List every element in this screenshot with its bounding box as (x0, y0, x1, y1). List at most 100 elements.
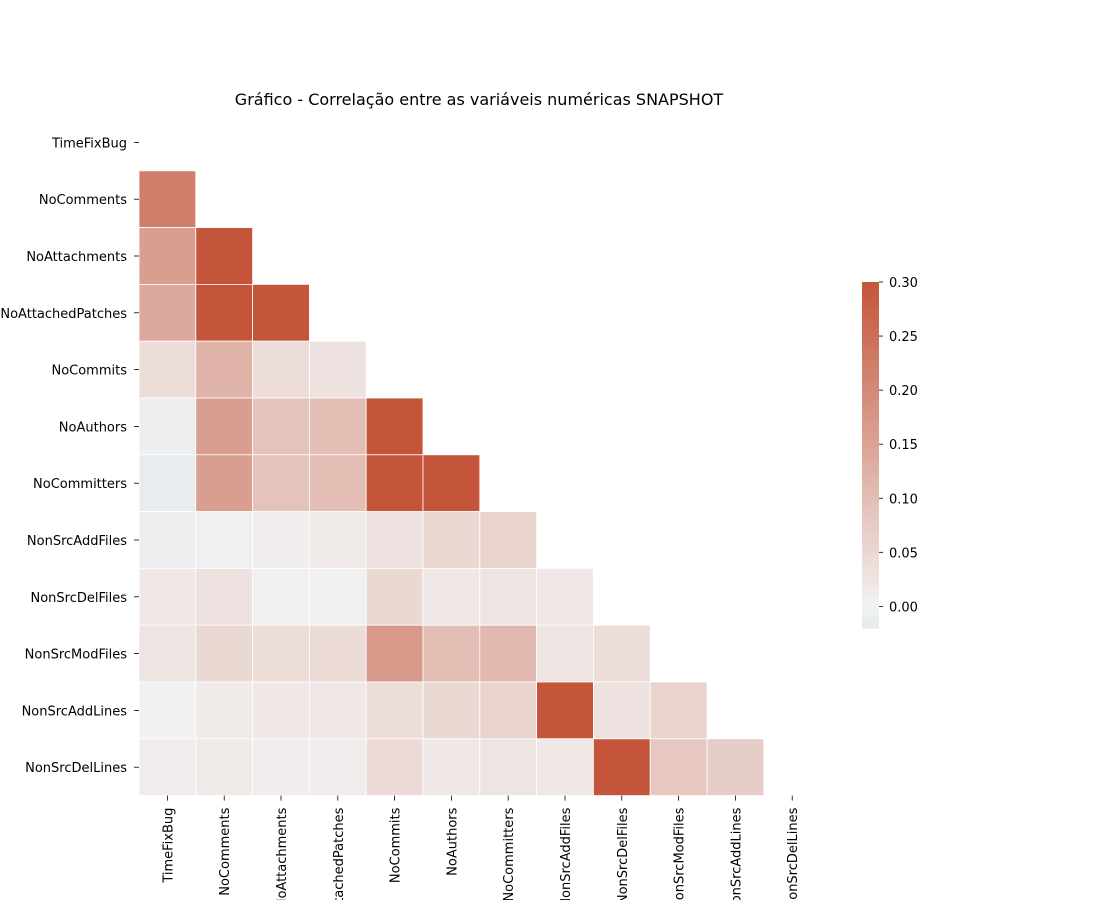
colorbar-segment (862, 385, 879, 390)
heatmap-cell (479, 568, 537, 626)
colorbar-segment (862, 613, 879, 618)
colorbar-segment (862, 336, 879, 341)
x-tick-label: NoCommitters (502, 807, 517, 900)
colorbar-segment (862, 443, 879, 447)
x-tick-label: NoAttachedPatches (332, 807, 347, 900)
colorbar-segment (862, 550, 879, 554)
colorbar-segment (862, 521, 879, 525)
colorbar-segment (862, 602, 879, 606)
colorbar-tick-label: 0.20 (889, 384, 918, 399)
heatmap-cell (138, 624, 197, 683)
colorbar-segment (862, 501, 879, 505)
colorbar-segment (862, 610, 879, 615)
colorbar-segment (862, 411, 879, 416)
heatmap-cell (422, 568, 481, 626)
heatmap-cell (593, 681, 651, 740)
colorbar-segment (862, 506, 879, 511)
colorbar-segment (862, 561, 879, 566)
heatmap-cell (365, 568, 424, 626)
colorbar-segment (862, 380, 879, 384)
colorbar-segment (862, 440, 879, 445)
heatmap-cell (252, 738, 310, 796)
colorbar-segment (862, 570, 879, 574)
heatmap-cell (365, 624, 424, 683)
heatmap-cell (195, 397, 254, 456)
heatmap-cell (138, 681, 197, 740)
colorbar-segment (862, 573, 879, 577)
heatmap-cell (536, 568, 594, 626)
colorbar-segment (862, 307, 879, 312)
colorbar-segment (862, 489, 879, 494)
heatmap-cell (308, 511, 367, 569)
colorbar-segment (862, 555, 879, 560)
colorbar-segment (862, 328, 879, 332)
colorbar-tick-label: 0.25 (889, 330, 918, 345)
colorbar-tick-label: 0.00 (889, 600, 918, 615)
heatmap-cell (138, 283, 197, 342)
heatmap-cell (706, 738, 765, 796)
colorbar-segment (862, 359, 879, 364)
colorbar-segment (862, 400, 879, 404)
chart-title: Gráfico - Correlação entre as variáveis … (235, 90, 724, 109)
colorbar-segment (862, 319, 879, 323)
colorbar-segment (862, 599, 879, 603)
colorbar-segment (862, 342, 879, 347)
heatmap-cell (479, 511, 537, 569)
colorbar-segment (862, 423, 879, 427)
colorbar-segment (862, 388, 879, 393)
colorbar-segment (862, 553, 879, 557)
colorbar-segment (862, 339, 879, 344)
heatmap-cell (252, 511, 310, 569)
colorbar-segment (862, 504, 879, 508)
y-axis-ticks: TimeFixBug NoComments NoAttachments NoAttac… (0, 136, 139, 776)
heatmap-cell (593, 624, 651, 683)
heatmap-cell (422, 681, 481, 740)
heatmap-cell (479, 624, 537, 683)
heatmap-cell (536, 624, 594, 683)
colorbar-segment (862, 299, 879, 303)
colorbar-segment (862, 371, 879, 375)
heatmap-cell (593, 738, 651, 796)
x-tick-label: NonSrcModFiles (673, 807, 688, 900)
heatmap-cell (138, 340, 197, 399)
heatmap-cell (649, 681, 708, 740)
colorbar-segment (862, 616, 879, 620)
colorbar-segment (862, 437, 879, 442)
colorbar-segment (862, 287, 879, 292)
x-tick-label: NoAuthors (445, 807, 460, 875)
heatmap-cell (365, 397, 424, 456)
colorbar-segment (862, 625, 879, 629)
colorbar-segment (862, 607, 879, 612)
colorbar-segment (862, 302, 879, 306)
x-tick-label: NoCommits (389, 807, 404, 883)
colorbar-segment (862, 290, 879, 295)
colorbar-segment (862, 475, 879, 479)
colorbar-segment (862, 538, 879, 543)
heatmap-cell (195, 624, 254, 683)
y-tick-label: NoAuthors (59, 420, 127, 435)
colorbar-segment (862, 351, 879, 355)
colorbar-segment (862, 310, 879, 315)
colorbar-segment (862, 446, 879, 450)
heatmap-cell (252, 568, 310, 626)
colorbar-segment (862, 567, 879, 571)
colorbar-segment (862, 622, 879, 626)
y-tick-label: NoCommits (51, 364, 127, 379)
colorbar-segment (862, 604, 879, 609)
heatmap-cell (252, 681, 310, 740)
heatmap-cell (422, 454, 481, 512)
y-tick-label: NonSrcAddFiles (27, 534, 127, 549)
y-tick-label: TimeFixBug (51, 136, 127, 151)
colorbar-segment (862, 590, 879, 594)
colorbar: 0.30 0.25 0.20 0.15 0.10 0.05 0.00 (862, 276, 918, 629)
colorbar-segment (862, 578, 879, 583)
heatmap-cell (365, 454, 424, 512)
colorbar-segment (862, 405, 879, 410)
colorbar-segment (862, 544, 879, 548)
colorbar-segment (862, 512, 879, 517)
colorbar-segment (862, 581, 879, 586)
y-tick-label: NonSrcDelLines (25, 761, 127, 776)
heatmap-cell (308, 681, 367, 740)
colorbar-segment (862, 417, 879, 421)
heatmap-cell (195, 227, 254, 285)
